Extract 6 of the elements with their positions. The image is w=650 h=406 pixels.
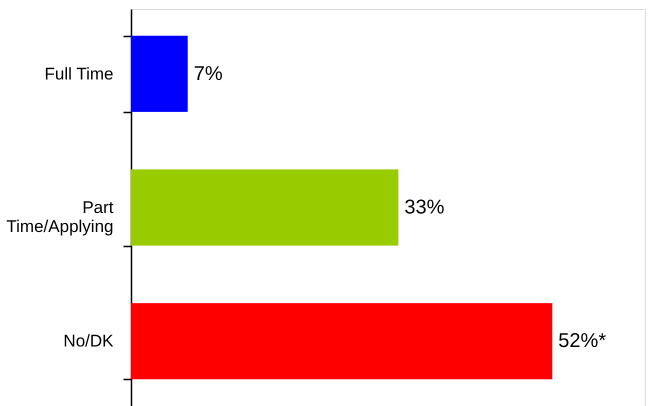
data-label: 33% [404, 196, 445, 218]
y-tick-label: No/DK [63, 332, 114, 351]
y-tick-label: Part Time/Applying [6, 198, 114, 236]
data-label: 7% [194, 62, 223, 85]
data-label: 52%* [558, 330, 606, 352]
y-tick-label: Full Time [44, 64, 114, 84]
